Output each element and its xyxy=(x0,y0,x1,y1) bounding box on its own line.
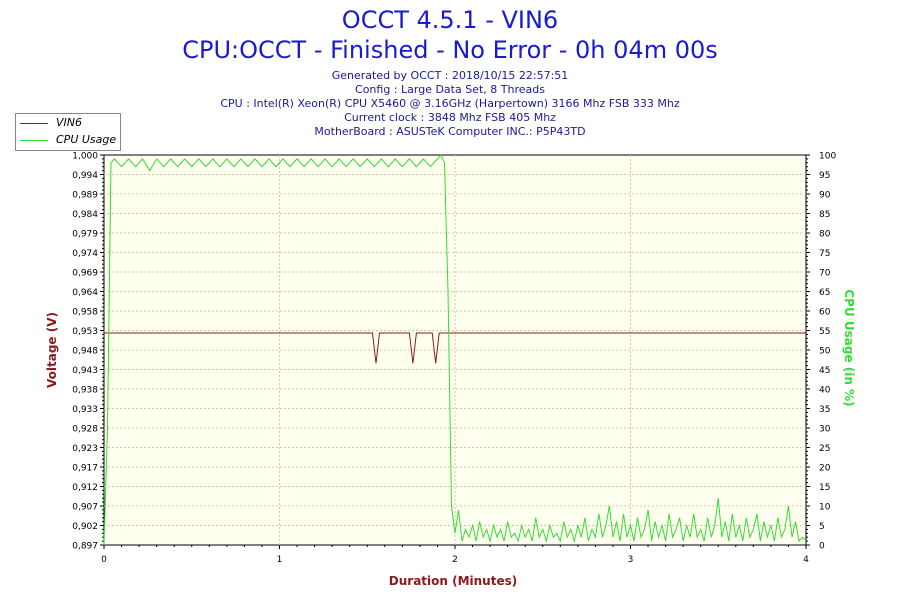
y-right-tick-label: 95 xyxy=(819,171,830,181)
y-left-tick-label: 0,917 xyxy=(72,464,98,474)
y-right-tick-label: 60 xyxy=(819,308,831,318)
y-right-tick-label: 30 xyxy=(819,425,831,435)
clock-info: Current clock : 3848 Mhz FSB 405 Mhz xyxy=(344,111,556,124)
y-right-tick-label: 25 xyxy=(819,444,830,454)
chart-subtitle: CPU:OCCT - Finished - No Error - 0h 04m … xyxy=(182,36,718,64)
x-axis-label: Duration (Minutes) xyxy=(389,574,517,588)
y-left-tick-label: 0,948 xyxy=(72,347,98,357)
y-right-tick-label: 100 xyxy=(819,152,836,162)
y-right-tick-label: 50 xyxy=(819,347,831,357)
config-info: Config : Large Data Set, 8 Threads xyxy=(355,83,545,96)
legend-label-vin6: VIN6 xyxy=(56,116,82,129)
legend-label-cpu-usage: CPU Usage xyxy=(56,133,117,146)
y-left-tick-label: 0,923 xyxy=(72,444,98,454)
y-left-tick-label: 0,897 xyxy=(72,542,98,552)
x-tick-label: 1 xyxy=(277,555,283,565)
y-left-tick-label: 0,907 xyxy=(72,503,98,513)
y-left-tick-label: 0,989 xyxy=(72,191,98,201)
y-left-tick-label: 0,974 xyxy=(72,249,98,259)
y-right-tick-label: 75 xyxy=(819,249,830,259)
y-left-axis-label: Voltage (V) xyxy=(45,312,59,388)
x-tick-label: 0 xyxy=(101,555,107,565)
y-left-tick-label: 0,994 xyxy=(72,171,98,181)
y-left-tick-label: 1,000 xyxy=(72,152,98,162)
y-left-tick-label: 0,928 xyxy=(72,425,98,435)
y-right-tick-label: 85 xyxy=(819,210,830,220)
y-left-tick-label: 0,943 xyxy=(72,366,98,376)
x-tick-label: 3 xyxy=(628,555,634,565)
cpu-info: CPU : Intel(R) Xeon(R) CPU X5460 @ 3.16G… xyxy=(220,97,680,110)
y-right-axis-label: CPU Usage (in %) xyxy=(842,289,856,406)
y-right-tick-label: 35 xyxy=(819,405,830,415)
series-line-cpu-usage xyxy=(103,154,807,546)
legend-item-cpu-usage: CPU Usage xyxy=(20,133,120,149)
y-right-tick-label: 20 xyxy=(819,464,831,474)
y-left-tick-label: 0,958 xyxy=(72,308,98,318)
y-left-tick-label: 0,938 xyxy=(72,386,98,396)
legend-swatch-cpu-usage xyxy=(20,140,48,141)
y-left-tick-label: 0,902 xyxy=(72,522,98,532)
y-right-tick-label: 90 xyxy=(819,191,831,201)
y-left-tick-label: 0,964 xyxy=(72,288,98,298)
x-tick-label: 2 xyxy=(452,555,458,565)
y-right-tick-label: 0 xyxy=(819,542,825,552)
y-right-tick-label: 80 xyxy=(819,230,831,240)
y-left-tick-label: 0,984 xyxy=(72,210,98,220)
y-right-tick-label: 10 xyxy=(819,503,831,513)
legend-item-vin6: VIN6 xyxy=(20,116,120,132)
y-right-tick-label: 70 xyxy=(819,269,831,279)
x-tick-label: 4 xyxy=(803,555,809,565)
y-left-tick-label: 0,953 xyxy=(72,327,98,337)
y-left-tick-label: 0,979 xyxy=(72,230,98,240)
y-right-tick-label: 45 xyxy=(819,366,830,376)
y-left-tick-label: 0,912 xyxy=(72,483,98,493)
generated-info: Generated by OCCT : 2018/10/15 22:57:51 xyxy=(331,69,569,82)
y-right-tick-label: 55 xyxy=(819,327,830,337)
legend-swatch-vin6 xyxy=(20,123,48,124)
y-right-tick-label: 15 xyxy=(819,483,830,493)
series-line-vin6 xyxy=(104,332,806,364)
y-left-tick-label: 0,933 xyxy=(72,405,98,415)
y-right-tick-label: 65 xyxy=(819,288,830,298)
chart-legend: VIN6 CPU Usage xyxy=(15,113,121,151)
y-left-tick-label: 0,969 xyxy=(72,269,98,279)
y-right-tick-label: 5 xyxy=(819,522,825,532)
chart-title: OCCT 4.5.1 - VIN6 xyxy=(341,6,559,34)
y-right-tick-label: 40 xyxy=(819,386,831,396)
motherboard-info: MotherBoard : ASUSTeK Computer INC.: P5P… xyxy=(314,125,586,138)
